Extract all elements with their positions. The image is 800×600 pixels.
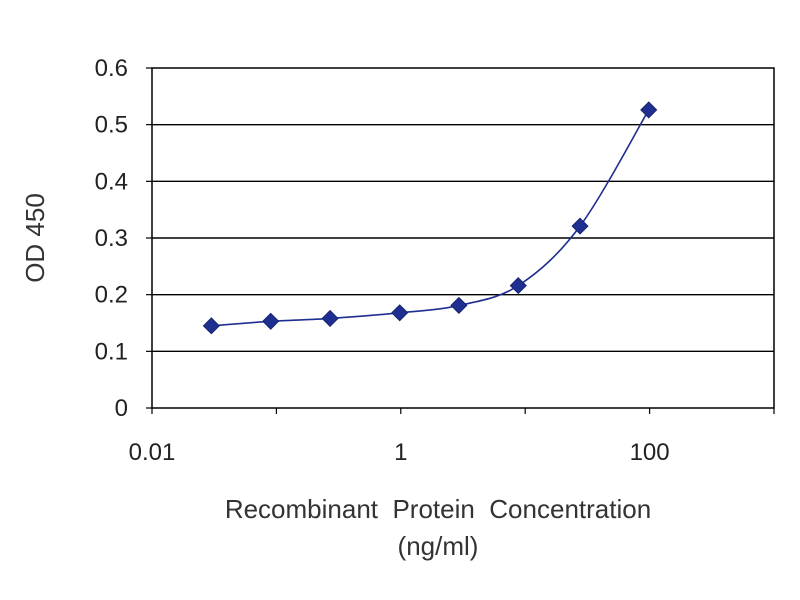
series-curve	[211, 109, 650, 327]
data-point	[450, 296, 468, 314]
data-points	[202, 101, 658, 335]
data-point	[202, 317, 220, 335]
y-tick-label: 0.2	[95, 282, 128, 309]
x-tick-label: 100	[630, 439, 670, 466]
x-tick-label: 1	[394, 439, 407, 466]
data-point	[640, 101, 658, 119]
data-point	[391, 304, 409, 322]
x-axis-ticks: 0.01 1 100	[129, 408, 775, 466]
y-axis-title: OD 450	[20, 193, 50, 283]
grid-lines	[152, 123, 774, 353]
y-tick-label: 0.4	[95, 168, 128, 195]
data-point	[571, 217, 589, 235]
x-axis-unit: (ng/ml)	[398, 531, 479, 561]
y-tick-label: 0.6	[95, 55, 128, 82]
y-tick-label: 0.5	[95, 112, 128, 139]
y-tick-label: 0.3	[95, 225, 128, 252]
y-tick-label: 0.1	[95, 338, 128, 365]
y-tick-label: 0	[115, 395, 128, 422]
data-point	[321, 309, 339, 328]
data-point	[509, 277, 527, 295]
x-axis-title: Recombinant Protein Concentration	[225, 494, 651, 524]
y-axis-ticks: 0 0.1 0.2 0.3 0.4 0.5 0.6	[95, 55, 152, 422]
data-point	[262, 312, 280, 330]
x-tick-label: 0.01	[129, 439, 176, 466]
